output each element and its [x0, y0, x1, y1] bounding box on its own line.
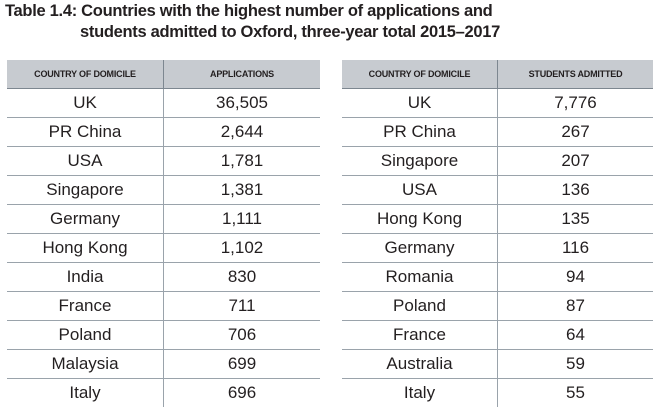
country-cell: PR China — [7, 118, 164, 147]
country-cell: Singapore — [342, 147, 498, 176]
title-line-1: Table 1.4: Countries with the highest nu… — [5, 2, 492, 20]
column-header-applications: APPLICATIONS — [164, 60, 321, 89]
value-cell: 1,102 — [164, 234, 321, 263]
value-cell: 59 — [498, 350, 654, 379]
value-cell: 1,111 — [164, 205, 321, 234]
value-cell: 135 — [498, 205, 654, 234]
country-cell: Hong Kong — [7, 234, 164, 263]
country-cell: France — [7, 292, 164, 321]
value-cell: 830 — [164, 263, 321, 292]
country-cell: Australia — [342, 350, 498, 379]
column-header-students-admitted: STUDENTS ADMITTED — [498, 60, 654, 89]
country-cell: Poland — [342, 292, 498, 321]
value-cell: 94 — [498, 263, 654, 292]
country-cell: UK — [342, 89, 498, 118]
table-header-row: COUNTRY OF DOMICILE APPLICATIONS — [7, 60, 320, 89]
country-cell: Singapore — [7, 176, 164, 205]
value-cell: 711 — [164, 292, 321, 321]
country-cell: Hong Kong — [342, 205, 498, 234]
country-cell: UK — [7, 89, 164, 118]
value-cell: 7,776 — [498, 89, 654, 118]
country-cell: PR China — [342, 118, 498, 147]
column-header-country: COUNTRY OF DOMICILE — [342, 60, 498, 89]
country-cell: USA — [7, 147, 164, 176]
country-cell: Malaysia — [7, 350, 164, 379]
value-cell: 87 — [498, 292, 654, 321]
value-cell: 55 — [498, 379, 654, 407]
value-cell: 267 — [498, 118, 654, 147]
value-cell: 64 — [498, 321, 654, 350]
country-cell: USA — [342, 176, 498, 205]
value-cell: 1,381 — [164, 176, 321, 205]
students-admitted-table: COUNTRY OF DOMICILE STUDENTS ADMITTED UK… — [342, 60, 653, 407]
table-header-row: COUNTRY OF DOMICILE STUDENTS ADMITTED — [342, 60, 653, 89]
country-cell: India — [7, 263, 164, 292]
country-cell: France — [342, 321, 498, 350]
value-cell: 2,644 — [164, 118, 321, 147]
country-cell: Italy — [7, 379, 164, 407]
value-cell: 36,505 — [164, 89, 321, 118]
country-cell: Romania — [342, 263, 498, 292]
value-cell: 207 — [498, 147, 654, 176]
value-cell: 1,781 — [164, 147, 321, 176]
value-cell: 116 — [498, 234, 654, 263]
country-cell: Poland — [7, 321, 164, 350]
column-header-country: COUNTRY OF DOMICILE — [7, 60, 164, 89]
table-title: Table 1.4: Countries with the highest nu… — [5, 1, 655, 43]
value-cell: 699 — [164, 350, 321, 379]
value-cell: 696 — [164, 379, 321, 407]
value-cell: 136 — [498, 176, 654, 205]
value-cell: 706 — [164, 321, 321, 350]
title-line-2: students admitted to Oxford, three-year … — [5, 22, 655, 43]
country-cell: Germany — [7, 205, 164, 234]
country-cell: Germany — [342, 234, 498, 263]
country-cell: Italy — [342, 379, 498, 407]
